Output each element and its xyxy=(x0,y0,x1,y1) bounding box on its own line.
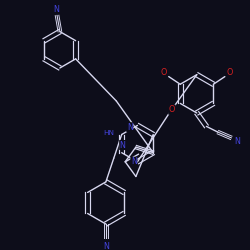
Text: N: N xyxy=(120,140,126,149)
Text: O: O xyxy=(161,68,167,77)
Text: O: O xyxy=(169,105,175,114)
Text: N: N xyxy=(103,242,109,250)
Text: N: N xyxy=(127,123,133,132)
Text: N: N xyxy=(234,137,240,146)
Text: HN: HN xyxy=(104,130,115,136)
Text: N: N xyxy=(131,157,137,166)
Text: O: O xyxy=(226,68,233,77)
Text: N: N xyxy=(53,5,59,14)
